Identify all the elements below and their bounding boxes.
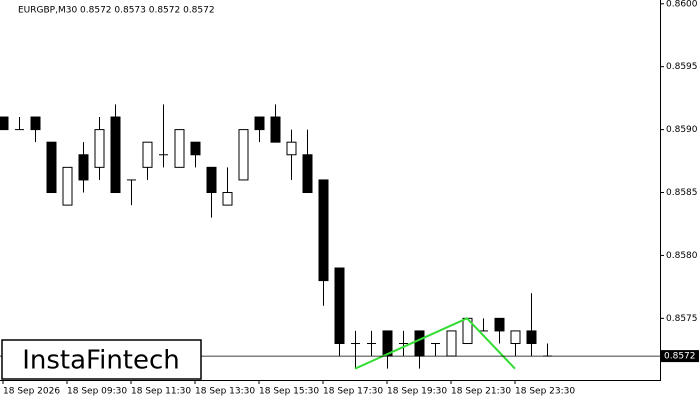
candle-body xyxy=(446,330,457,357)
x-tick-label: 18 Sep 23:30 xyxy=(515,387,575,397)
y-tick-label: 0.8590 xyxy=(666,125,698,135)
candle-body xyxy=(334,267,345,345)
pattern-line xyxy=(354,317,516,370)
candle-body xyxy=(30,116,41,131)
candle-body xyxy=(238,129,249,181)
candle-body xyxy=(286,141,297,156)
candle-body xyxy=(94,129,105,168)
candle-body xyxy=(254,116,265,131)
x-tick-label: 18 Sep 13:30 xyxy=(195,387,255,397)
plot xyxy=(0,104,552,370)
candle-body xyxy=(78,154,89,181)
x-tick-label: 18 Sep 2026 xyxy=(3,387,60,397)
candle-body xyxy=(0,116,9,131)
current-price-tag xyxy=(661,350,699,363)
x-tick-label: 18 Sep 17:30 xyxy=(323,387,383,397)
candle-body xyxy=(190,141,201,156)
x-tick-label: 18 Sep 09:30 xyxy=(67,387,127,397)
candle-body xyxy=(318,179,329,282)
candle-body xyxy=(174,129,185,168)
candle-body xyxy=(414,330,425,357)
candle-body xyxy=(46,141,57,194)
logo-frame xyxy=(1,339,202,380)
y-tick-label: 0.8600 xyxy=(666,0,698,9)
candle-body xyxy=(494,317,505,332)
x-tick-label: 18 Sep 11:30 xyxy=(131,387,191,397)
chart-header: EURGBP,M30 0.8572 0.8573 0.8572 0.8572 xyxy=(18,6,215,16)
y-tick-label: 0.8595 xyxy=(666,62,698,72)
candle-body xyxy=(62,166,73,206)
x-tick-label: 18 Sep 19:30 xyxy=(387,387,447,397)
candle-body xyxy=(206,166,217,194)
candle-body xyxy=(142,141,153,168)
y-tick-label: 0.8585 xyxy=(666,188,698,198)
candle-body xyxy=(270,116,281,143)
y-tick-label: 0.8580 xyxy=(666,251,698,261)
candle-body xyxy=(222,192,233,206)
candle-body xyxy=(510,330,521,345)
logo-box: InstaFintech xyxy=(1,339,202,380)
candle-body xyxy=(110,116,121,194)
x-tick-label: 18 Sep 15:30 xyxy=(259,387,319,397)
candle-body xyxy=(302,154,313,194)
logo-text: InstaFintech xyxy=(22,346,180,376)
candle-body xyxy=(526,330,537,345)
x-tick-label: 18 Sep 21:30 xyxy=(451,387,511,397)
current-price-label: 0.8572 xyxy=(664,352,696,362)
y-tick-label: 0.8575 xyxy=(666,314,698,324)
